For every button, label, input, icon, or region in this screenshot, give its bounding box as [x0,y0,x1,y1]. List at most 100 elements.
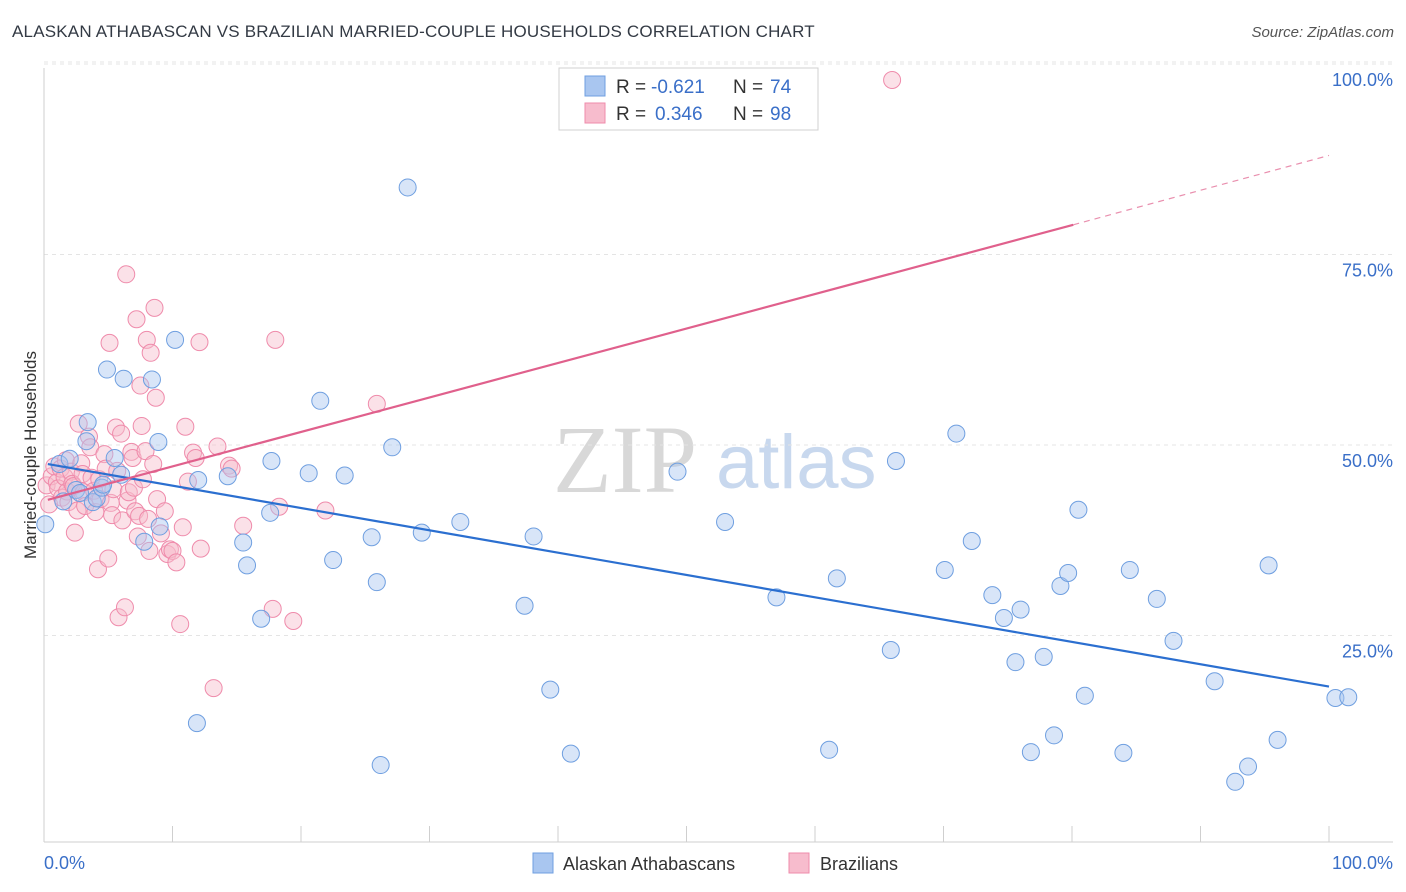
data-point-brazilians [284,612,303,631]
data-point-alaskan-athabascans [166,330,185,349]
data-point-brazilians [103,506,122,525]
legend-swatch-blue [584,75,606,97]
data-point-alaskan-athabascans [524,527,543,546]
data-point-alaskan-athabascans [1326,688,1345,707]
data-point-brazilians [146,388,165,407]
data-point-alaskan-athabascans [189,471,208,490]
legend-r-value-blue: -0.621 [651,77,705,98]
data-point-alaskan-athabascans [820,740,839,759]
data-point-alaskan-athabascans [77,432,96,451]
data-point-alaskan-athabascans [1147,589,1166,608]
data-point-brazilians [173,518,192,537]
data-point-alaskan-athabascans [886,452,905,470]
data-point-brazilians [104,480,123,499]
series-alaskan-athabascans-points [36,178,1358,791]
data-point-alaskan-athabascans [367,573,386,592]
data-point-brazilians [141,343,160,362]
data-point-brazilians [95,445,114,464]
data-point-brazilians [163,541,182,560]
x-tick-label-min: 0.0% [44,853,85,873]
data-point-alaskan-athabascans [1226,772,1245,791]
data-point-alaskan-athabascans [135,532,154,551]
legend-swatch-pink [584,102,606,124]
data-point-alaskan-athabascans [1259,556,1278,575]
data-point-brazilians [113,511,132,530]
data-point-alaskan-athabascans [371,756,390,775]
data-point-alaskan-athabascans [218,467,237,486]
data-point-alaskan-athabascans [234,533,253,552]
data-point-alaskan-athabascans [105,448,124,467]
data-point-brazilians [167,553,186,572]
trend-lines [47,154,1330,688]
data-point-alaskan-athabascans [767,588,786,607]
correlation-legend: R = -0.621 N = 74 R = 0.346 N = 98 [558,67,819,131]
data-point-alaskan-athabascans [150,517,169,536]
data-point-alaskan-athabascans [1339,688,1358,707]
data-point-brazilians [155,502,174,521]
data-point-alaskan-athabascans [1205,672,1224,691]
data-point-brazilians [100,333,119,352]
data-point-brazilians [145,298,164,317]
data-point-brazilians [151,524,170,543]
y-axis-label: Married-couple Households [21,351,40,559]
y-tick-label: 75.0% [1342,261,1393,281]
legend-swatch-brazilians [788,852,810,874]
data-point-alaskan-athabascans [97,360,116,379]
data-point-alaskan-athabascans [142,370,161,389]
data-point-alaskan-athabascans [1006,653,1025,672]
legend-r-value-pink: 0.346 [655,104,703,125]
data-point-brazilians [115,598,134,617]
data-point-alaskan-athabascans [935,560,954,579]
data-point-brazilians [106,418,125,437]
source-label: Source: ZipAtlas.com [1251,24,1394,41]
data-point-brazilians [204,679,223,698]
watermark-zip: ZIP [553,406,697,513]
data-point-alaskan-athabascans [994,608,1013,627]
data-point-alaskan-athabascans [398,178,417,197]
data-point-alaskan-athabascans [1034,647,1053,666]
data-point-alaskan-athabascans [1164,631,1183,650]
data-point-alaskan-athabascans [1059,564,1078,583]
series-brazilians-points [37,71,902,698]
y-tick-labels: 25.0% 50.0% 75.0% 100.0% [1332,70,1393,662]
data-point-alaskan-athabascans [983,586,1002,605]
legend-n-label-pink: N = [733,104,763,125]
data-point-alaskan-athabascans [114,369,133,388]
data-point-alaskan-athabascans [827,569,846,588]
data-point-alaskan-athabascans [1045,726,1064,745]
data-point-alaskan-athabascans [261,503,280,522]
data-point-brazilians [37,476,56,495]
legend-label-brazilians: Brazilians [820,854,898,874]
data-point-alaskan-athabascans [383,438,402,457]
data-point-brazilians [234,516,253,535]
data-point-brazilians [65,523,84,542]
data-point-brazilians [132,416,151,435]
legend-r-label-pink: R = [616,104,646,125]
data-point-brazilians [140,541,159,560]
data-point-alaskan-athabascans [252,609,271,628]
data-point-alaskan-athabascans [668,462,687,481]
legend-swatch-alaskan-athabascans [532,852,554,874]
data-point-alaskan-athabascans [1239,757,1258,776]
data-point-brazilians [266,330,285,349]
legend-n-value-blue: 74 [770,77,792,98]
data-point-alaskan-athabascans [362,528,381,547]
y-tick-label: 25.0% [1342,642,1393,662]
data-point-brazilians [117,265,136,284]
data-point-brazilians [263,599,282,618]
data-point-brazilians [69,414,88,433]
data-point-alaskan-athabascans [1075,686,1094,705]
data-point-alaskan-athabascans [36,515,55,534]
data-point-alaskan-athabascans [60,449,79,468]
data-point-brazilians [191,539,210,558]
data-point-alaskan-athabascans [187,714,206,733]
data-point-alaskan-athabascans [1268,730,1287,749]
data-point-alaskan-athabascans [1114,743,1133,762]
data-point-alaskan-athabascans [947,424,966,443]
data-point-alaskan-athabascans [149,432,168,451]
data-point-alaskan-athabascans [311,391,330,410]
data-point-alaskan-athabascans [335,466,354,485]
data-point-alaskan-athabascans [561,744,580,763]
data-point-alaskan-athabascans [716,512,735,531]
data-point-brazilians [176,417,195,436]
